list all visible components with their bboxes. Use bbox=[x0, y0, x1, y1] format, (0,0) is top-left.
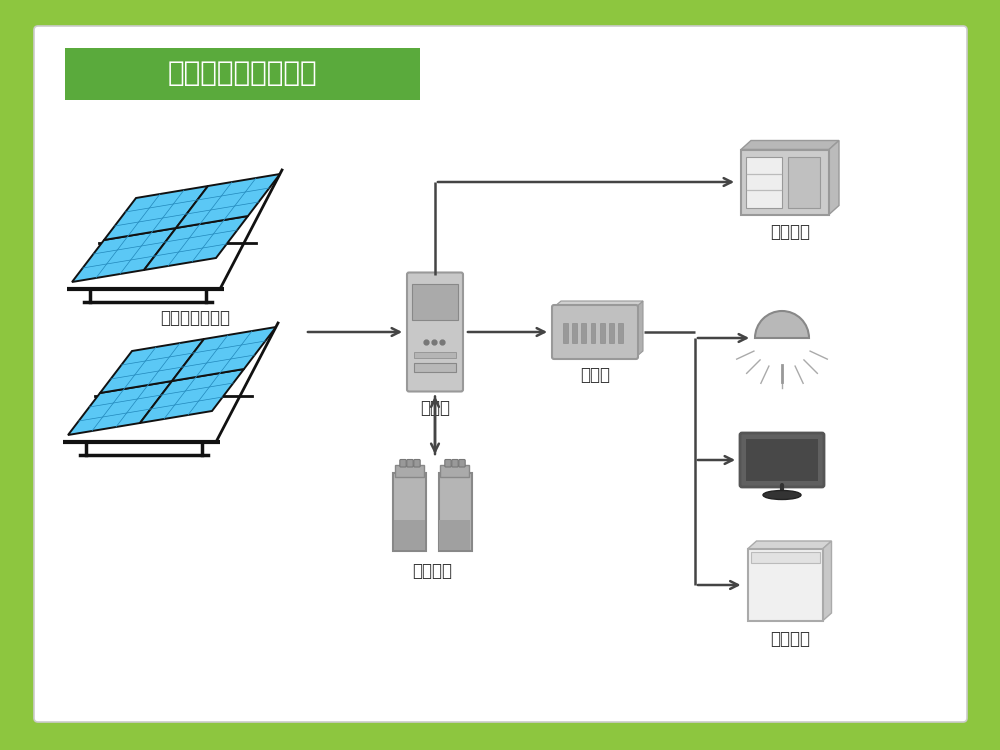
FancyBboxPatch shape bbox=[407, 272, 463, 392]
Polygon shape bbox=[741, 140, 839, 149]
FancyBboxPatch shape bbox=[407, 460, 413, 467]
FancyBboxPatch shape bbox=[438, 473, 472, 551]
FancyBboxPatch shape bbox=[400, 460, 406, 467]
FancyBboxPatch shape bbox=[618, 323, 623, 343]
Text: 交流负载: 交流负载 bbox=[770, 630, 810, 648]
Text: 逆变器: 逆变器 bbox=[580, 366, 610, 384]
Polygon shape bbox=[822, 541, 832, 621]
Polygon shape bbox=[140, 369, 244, 423]
Polygon shape bbox=[100, 339, 204, 393]
Text: 控制器: 控制器 bbox=[420, 398, 450, 416]
FancyBboxPatch shape bbox=[581, 323, 586, 343]
FancyBboxPatch shape bbox=[412, 284, 458, 320]
Text: 蓄电池组: 蓄电池组 bbox=[412, 562, 452, 580]
FancyBboxPatch shape bbox=[452, 460, 458, 467]
Polygon shape bbox=[176, 174, 280, 228]
Wedge shape bbox=[755, 311, 809, 338]
FancyBboxPatch shape bbox=[741, 149, 829, 214]
FancyBboxPatch shape bbox=[788, 157, 820, 208]
Polygon shape bbox=[104, 186, 208, 240]
Text: 太阳能电池方阵: 太阳能电池方阵 bbox=[160, 309, 230, 327]
FancyBboxPatch shape bbox=[600, 323, 605, 343]
FancyBboxPatch shape bbox=[459, 460, 465, 467]
FancyBboxPatch shape bbox=[591, 323, 595, 343]
FancyBboxPatch shape bbox=[414, 352, 456, 358]
Polygon shape bbox=[748, 541, 832, 549]
Polygon shape bbox=[829, 140, 839, 214]
Polygon shape bbox=[144, 216, 248, 270]
FancyBboxPatch shape bbox=[746, 157, 782, 208]
FancyBboxPatch shape bbox=[439, 520, 470, 550]
Polygon shape bbox=[68, 381, 172, 435]
Polygon shape bbox=[636, 301, 643, 357]
Polygon shape bbox=[72, 228, 176, 282]
FancyBboxPatch shape bbox=[414, 460, 420, 467]
FancyBboxPatch shape bbox=[34, 26, 967, 722]
FancyBboxPatch shape bbox=[748, 549, 822, 621]
FancyBboxPatch shape bbox=[414, 363, 456, 372]
FancyBboxPatch shape bbox=[740, 433, 824, 487]
FancyBboxPatch shape bbox=[563, 323, 568, 343]
FancyBboxPatch shape bbox=[609, 323, 614, 343]
Ellipse shape bbox=[763, 490, 801, 500]
Text: 独立光伏系统示意图: 独立光伏系统示意图 bbox=[167, 59, 317, 87]
FancyBboxPatch shape bbox=[394, 520, 425, 550]
FancyBboxPatch shape bbox=[750, 552, 820, 563]
FancyBboxPatch shape bbox=[552, 305, 638, 359]
FancyBboxPatch shape bbox=[65, 48, 420, 100]
FancyBboxPatch shape bbox=[393, 473, 426, 551]
Text: 直流负载: 直流负载 bbox=[770, 223, 810, 241]
FancyBboxPatch shape bbox=[572, 323, 577, 343]
FancyBboxPatch shape bbox=[395, 465, 424, 477]
FancyBboxPatch shape bbox=[445, 460, 451, 467]
Polygon shape bbox=[172, 327, 276, 381]
FancyBboxPatch shape bbox=[440, 465, 470, 477]
Polygon shape bbox=[554, 301, 643, 307]
FancyBboxPatch shape bbox=[746, 439, 818, 481]
